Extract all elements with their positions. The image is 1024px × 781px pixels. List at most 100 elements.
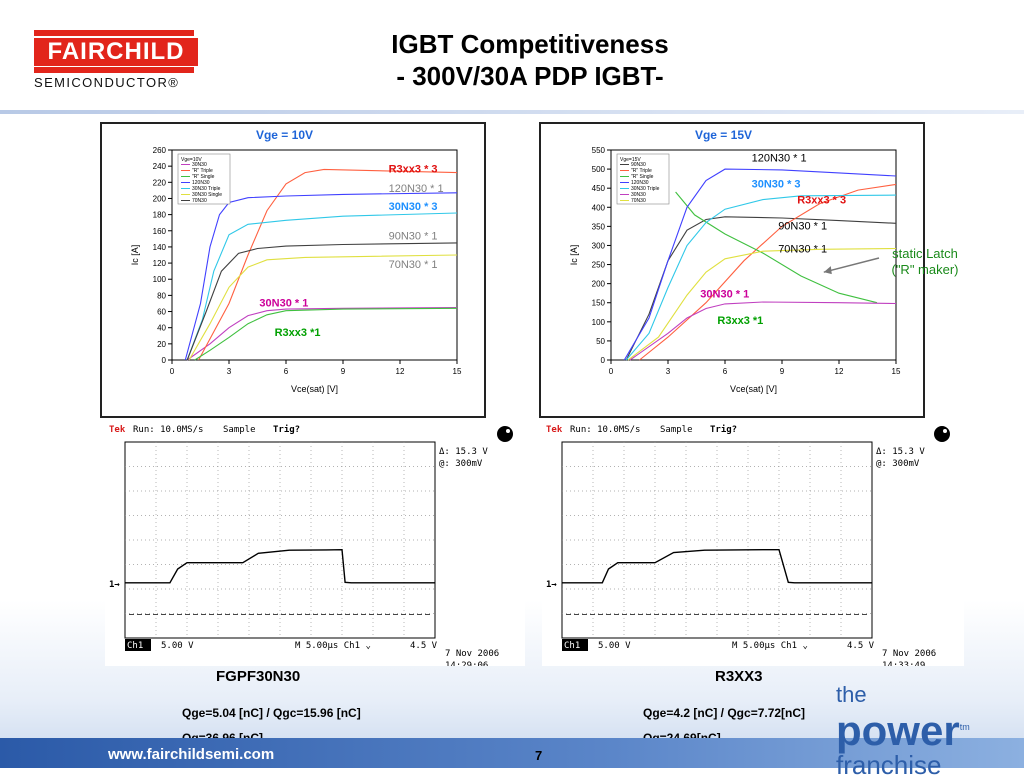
series-annotation: R3xx3 * 3 (797, 194, 846, 206)
legend-entry: 120N30 (192, 180, 210, 186)
legend-entry: "R" Single (631, 174, 654, 180)
y-tick-label: 40 (157, 324, 166, 333)
plot-frame (610, 149, 897, 361)
x-tick-label: 15 (453, 367, 462, 376)
y-tick-label: 400 (592, 203, 606, 212)
chart-title: Vge = 15V (695, 128, 752, 142)
scope-date: 7 Nov 2006 (445, 649, 499, 659)
y-tick-label: 160 (153, 227, 167, 236)
legend-entry: 30N30 Triple (192, 186, 221, 192)
series-line (629, 301, 897, 361)
y-tick-label: 180 (153, 211, 167, 220)
scope-knob-icon (497, 426, 513, 442)
series-line (627, 247, 897, 361)
scope-knob-highlight (506, 429, 510, 433)
scope-right: Tek Run: 10.0MS/s Sample Trig? 1→ Δ: 15.3 V @:… (542, 420, 964, 671)
series-annotation: 70N30 * 1 (389, 259, 438, 271)
scope-readout-delta: Δ: 15.3 V (439, 447, 488, 457)
y-tick-label: 200 (592, 280, 606, 289)
legend-entry: "R" Triple (631, 168, 652, 174)
y-tick-label: 50 (596, 337, 605, 346)
y-axis-label: Ic [A] (569, 245, 579, 266)
brand-tm: tm (959, 722, 970, 732)
brand-power-text: power (836, 707, 960, 754)
y-tick-label: 0 (601, 356, 606, 365)
logo-name: FAIRCHILD (34, 38, 198, 66)
x-axis-label: Vce(sat) [V] (730, 384, 777, 394)
scope-knob-icon (934, 426, 950, 442)
y-tick-label: 260 (153, 146, 167, 155)
series-annotation: R3xx3 *1 (275, 327, 321, 339)
scope-left-display: Tek Run: 10.0MS/s Sample Trig? 1→ Δ: 15.3 V @:… (109, 424, 513, 671)
series-line (675, 191, 878, 304)
series-line (186, 242, 458, 361)
y-tick-label: 240 (153, 162, 167, 171)
y-tick-label: 220 (153, 178, 167, 187)
series-annotation: 70N30 * 1 (778, 243, 827, 255)
y-tick-label: 150 (592, 299, 606, 308)
legend-entry: 30N30 (192, 162, 207, 168)
legend-title: Vge=10V (181, 157, 202, 163)
footer-url[interactable]: www.fairchildsemi.com (108, 746, 275, 763)
chart-vge15: Vge = 15V0501001502002503003504004505005… (569, 128, 901, 394)
caption-left-qge: Qge=5.04 [nC] / Qgc=15.96 [nC] (182, 706, 361, 720)
header-rule (0, 110, 1024, 114)
legend-box (616, 153, 670, 205)
scope-mode: Sample (660, 425, 693, 435)
y-tick-label: 300 (592, 241, 606, 250)
legend-entry: 70N30 (631, 198, 646, 204)
scope-ch1-label-bg (125, 639, 151, 651)
scope-ch1-marker: 1→ (546, 580, 557, 590)
y-tick-label: 350 (592, 222, 606, 231)
legend-entry: 120N30 (631, 180, 649, 186)
x-tick-label: 0 (170, 367, 175, 376)
x-tick-label: 15 (892, 367, 901, 376)
series-line (639, 183, 897, 361)
scope-run: Run: 10.0MS/s (133, 425, 203, 435)
legend-entry: 70N30 (192, 198, 207, 204)
fairchild-logo: FAIRCHILD SEMICONDUCTOR® (34, 30, 206, 90)
static-latch-arrow (823, 257, 880, 273)
y-tick-label: 0 (162, 356, 167, 365)
series-line (186, 306, 458, 361)
scope-trig: Trig? (710, 424, 737, 435)
scope-ch1-label-bg (562, 639, 588, 651)
x-tick-label: 0 (609, 367, 614, 376)
y-tick-label: 140 (153, 243, 167, 252)
chart-vge10: Vge = 10V0204060801001201401601802002202… (130, 128, 462, 394)
slide-title-line2: - 300V/30A PDP IGBT- (396, 61, 664, 91)
y-tick-label: 450 (592, 184, 606, 193)
scope-timebase: M 5.00μs Ch1 ⌄ (732, 641, 808, 651)
power-franchise-logo: the powertm franchise (836, 682, 970, 781)
scope-trace (562, 549, 872, 584)
y-tick-label: 60 (157, 308, 166, 317)
scope-date: 7 Nov 2006 (882, 649, 936, 659)
chart-vge15-panel: Vge = 15V 0 50 100 150 200 250 300 350 400 450 500 5… (539, 122, 925, 418)
scope-run: Run: 10.0MS/s (570, 425, 640, 435)
legend-entry: "R" Single (192, 174, 215, 180)
y-tick-label: 250 (592, 261, 606, 270)
chart-title: Vge = 10V (256, 128, 313, 142)
series-line (186, 212, 458, 361)
scope-trace (125, 548, 435, 584)
scope-knob-highlight (943, 429, 947, 433)
caption-right-qge: Qge=4.2 [nC] / Qgc=7.72[nC] (643, 706, 806, 720)
series-annotation: R3xx3 *1 (717, 315, 763, 327)
scope-brand: Tek (546, 425, 563, 435)
scope-left: Tek Run: 10.0MS/s Sample Trig? 1→ Δ: 15.3 V @:… (105, 420, 525, 671)
series-line (198, 168, 458, 361)
page-number: 7 (535, 748, 543, 763)
series-line (625, 194, 897, 361)
scope-trig-level: 4.5 V (847, 641, 875, 651)
scope-ch1-marker: 1→ (109, 580, 120, 590)
legend-box (177, 153, 231, 205)
scope-scale: 5.00 V (161, 641, 194, 651)
static-latch-callout: static Latch ("R" maker) (880, 246, 970, 278)
x-tick-label: 6 (284, 367, 289, 376)
legend-entry: 30N30 Triple (631, 186, 660, 192)
x-tick-label: 9 (341, 367, 346, 376)
slide-title: IGBT Competitiveness - 300V/30A PDP IGBT… (300, 28, 760, 92)
series-annotation: 30N30 * 3 (752, 178, 801, 190)
